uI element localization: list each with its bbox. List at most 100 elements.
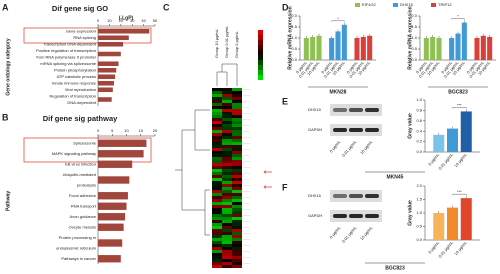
heatmap-cell <box>232 244 242 247</box>
heatmap-cell <box>232 178 242 181</box>
bar <box>303 38 309 60</box>
heatmap-cell <box>222 193 232 196</box>
bar <box>474 38 480 60</box>
highlight-box <box>23 137 152 163</box>
heatmap-cell <box>232 190 242 193</box>
legend-swatch <box>431 3 436 7</box>
bar <box>98 223 124 231</box>
bar <box>98 28 150 34</box>
x-axis-label: BGC823 <box>385 265 405 271</box>
color-scale <box>258 30 263 35</box>
heatmap-cell <box>232 133 242 136</box>
heatmap-cell <box>212 151 222 154</box>
bar <box>98 87 113 93</box>
heatmap-cell <box>222 217 232 220</box>
heatmap-cell <box>212 220 222 223</box>
y-axis-label: Gray value <box>407 113 413 139</box>
heatmap-cell <box>232 202 242 205</box>
x-tick-label: 30 <box>130 18 135 23</box>
x-tick-label: 10 <box>124 128 129 133</box>
x-tick-label: 5 <box>111 128 114 133</box>
y-tick-label: 0.2 <box>416 139 422 144</box>
heatmap-cell <box>232 232 242 235</box>
bar <box>367 35 373 60</box>
x-axis-label: MKN45 <box>387 174 404 180</box>
color-scale <box>258 50 263 55</box>
heatmap-cell <box>222 223 232 226</box>
heatmap-cell <box>212 208 222 211</box>
panel-letter: E <box>282 96 288 106</box>
x-tick-label: 0 <box>97 128 100 133</box>
chart-title: Dif gene sig pathway <box>43 114 118 123</box>
bar <box>447 128 458 152</box>
heatmap-cell <box>222 88 232 91</box>
bar <box>433 134 445 152</box>
annotation-bracket <box>451 18 465 20</box>
heatmap-cell <box>232 169 242 172</box>
heatmap-cell <box>232 115 242 118</box>
heatmap-cell <box>222 220 232 223</box>
y-tick-label: 1.0 <box>411 35 417 40</box>
panel-letter: D <box>282 2 289 12</box>
heatmap-cell <box>232 148 242 151</box>
heatmap-cell <box>212 106 222 109</box>
bar <box>98 67 117 73</box>
bar <box>98 61 119 67</box>
x-tick-label: 50 <box>153 18 158 23</box>
heatmap-cell <box>232 181 242 184</box>
blot-band <box>333 214 347 218</box>
heatmap-cell <box>222 190 232 193</box>
heatmap-cell <box>212 163 222 166</box>
heatmap-cell <box>232 175 242 178</box>
y-tick-label: 1.5 <box>291 24 297 29</box>
heatmap-cell <box>222 154 232 157</box>
category-label: Oocyte meiosis <box>69 224 96 229</box>
panel-letter: B <box>2 112 9 122</box>
bar <box>455 33 461 60</box>
blot-band <box>349 128 363 132</box>
heatmap-cell <box>222 256 232 259</box>
heatmap-cell <box>232 91 242 94</box>
heatmap-cell <box>232 139 242 142</box>
heatmap-cell <box>222 160 232 163</box>
panel-letter: C <box>163 2 170 12</box>
bar <box>98 255 121 263</box>
heatmap-cell <box>232 199 242 202</box>
heatmap-cell <box>232 211 242 214</box>
heatmap-cell <box>212 172 222 175</box>
heatmap-cell <box>222 97 232 100</box>
annotation: *** <box>457 189 462 194</box>
bar <box>460 111 472 152</box>
heatmap-cell <box>212 136 222 139</box>
blot-band <box>365 214 379 218</box>
heatmap-cell <box>212 265 222 268</box>
category-label: Focal adhesion <box>69 193 96 198</box>
panel-letter: F <box>282 182 288 192</box>
blot-band <box>365 194 379 198</box>
category-label: Gene expression <box>66 28 96 33</box>
annotation: * <box>457 14 459 19</box>
color-scale <box>258 75 263 80</box>
heatmap-cell <box>222 187 232 190</box>
bar <box>487 36 493 60</box>
heatmap-cell <box>212 97 222 100</box>
bar <box>98 80 114 86</box>
heatmap-cell <box>232 130 242 133</box>
heatmap-cell <box>212 238 222 241</box>
heatmap-cell <box>212 109 222 112</box>
bar <box>310 36 316 60</box>
blot-row-label: DHX15 <box>308 193 322 198</box>
bar <box>436 38 442 60</box>
heatmap-cell <box>212 250 222 253</box>
heatmap-cell <box>212 190 222 193</box>
x-tick-label: 10 <box>107 18 112 23</box>
heatmap-cell <box>232 208 242 211</box>
y-tick-label: 2.0 <box>411 13 417 18</box>
bar <box>460 198 472 240</box>
heatmap-cell <box>222 226 232 229</box>
heatmap-cell <box>222 103 232 106</box>
annotation-bracket <box>452 107 467 109</box>
bar <box>98 74 116 80</box>
heatmap-cell <box>212 94 222 97</box>
